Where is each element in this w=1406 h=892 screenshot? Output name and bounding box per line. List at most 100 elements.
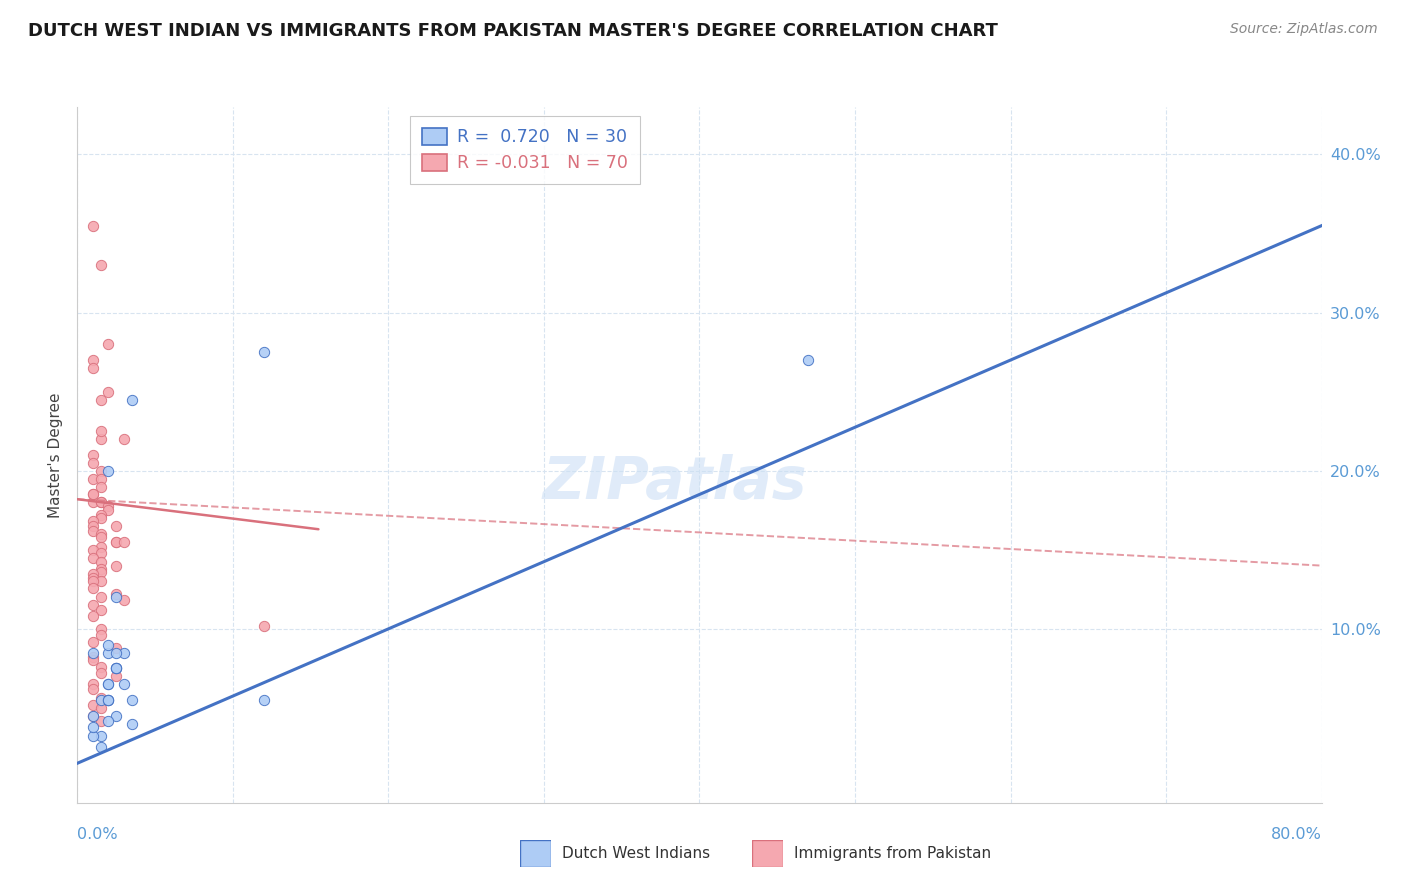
Point xyxy=(253,693,276,707)
Point xyxy=(797,353,820,368)
Point xyxy=(82,698,104,712)
Point xyxy=(121,693,143,707)
Point xyxy=(112,432,135,446)
Point xyxy=(82,653,104,667)
Point xyxy=(82,219,104,233)
Point xyxy=(90,591,112,605)
Text: 0.0%: 0.0% xyxy=(77,827,118,842)
Point xyxy=(90,472,112,486)
Point xyxy=(97,464,120,478)
Point xyxy=(90,603,112,617)
Point xyxy=(82,571,104,585)
Text: Immigrants from Pakistan: Immigrants from Pakistan xyxy=(794,847,991,861)
Point xyxy=(105,587,128,601)
Point xyxy=(90,660,112,674)
Point xyxy=(90,511,112,525)
Point xyxy=(82,514,104,528)
Point xyxy=(82,609,104,624)
Point xyxy=(90,701,112,715)
Point xyxy=(82,598,104,612)
Point xyxy=(90,495,112,509)
Point xyxy=(82,708,104,723)
Point xyxy=(82,495,104,509)
Point xyxy=(82,542,104,557)
Point xyxy=(90,714,112,728)
Point xyxy=(105,534,128,549)
Point xyxy=(121,716,143,731)
Point xyxy=(112,534,135,549)
Point xyxy=(97,499,120,513)
Point xyxy=(82,524,104,538)
Point xyxy=(97,693,120,707)
Point xyxy=(90,432,112,446)
Point xyxy=(82,720,104,734)
Point xyxy=(97,503,120,517)
Point xyxy=(82,360,104,375)
Point xyxy=(97,677,120,691)
Point xyxy=(112,677,135,691)
Text: Dutch West Indians: Dutch West Indians xyxy=(562,847,710,861)
Point xyxy=(82,487,104,501)
Point xyxy=(82,708,104,723)
Point xyxy=(253,618,276,632)
Point xyxy=(90,546,112,560)
Point xyxy=(121,392,143,407)
Text: Source: ZipAtlas.com: Source: ZipAtlas.com xyxy=(1230,22,1378,37)
Point xyxy=(97,638,120,652)
Point xyxy=(82,566,104,581)
Point xyxy=(90,258,112,272)
Point xyxy=(90,740,112,755)
Point xyxy=(82,677,104,691)
Text: DUTCH WEST INDIAN VS IMMIGRANTS FROM PAKISTAN MASTER'S DEGREE CORRELATION CHART: DUTCH WEST INDIAN VS IMMIGRANTS FROM PAK… xyxy=(28,22,998,40)
Point xyxy=(82,456,104,470)
Point xyxy=(90,424,112,438)
Point xyxy=(82,634,104,648)
Point xyxy=(82,353,104,368)
Point xyxy=(82,681,104,696)
Point xyxy=(105,661,128,675)
Point xyxy=(90,562,112,576)
Point xyxy=(90,479,112,493)
Point xyxy=(112,593,135,607)
Point xyxy=(90,622,112,636)
Point xyxy=(90,565,112,579)
Point xyxy=(90,527,112,541)
Point xyxy=(105,661,128,675)
Point xyxy=(82,448,104,462)
Point xyxy=(82,581,104,595)
Point xyxy=(105,669,128,683)
Point xyxy=(105,591,128,605)
Point xyxy=(82,646,104,660)
Text: ZIPatlas: ZIPatlas xyxy=(543,454,807,511)
Point xyxy=(105,558,128,573)
Point xyxy=(105,708,128,723)
Point xyxy=(90,556,112,570)
Point xyxy=(97,693,120,707)
Point xyxy=(105,534,128,549)
Point xyxy=(90,530,112,544)
Point xyxy=(90,495,112,509)
Y-axis label: Master's Degree: Master's Degree xyxy=(48,392,63,517)
Point xyxy=(82,574,104,589)
Point xyxy=(90,628,112,642)
Point xyxy=(90,464,112,478)
Point xyxy=(97,384,120,399)
Point xyxy=(97,693,120,707)
Point xyxy=(97,337,120,351)
Legend: R =  0.720   N = 30, R = -0.031   N = 70: R = 0.720 N = 30, R = -0.031 N = 70 xyxy=(411,116,640,185)
Point xyxy=(82,730,104,744)
Point xyxy=(90,508,112,522)
Point xyxy=(105,646,128,660)
Point xyxy=(112,646,135,660)
Point xyxy=(82,519,104,533)
Text: 80.0%: 80.0% xyxy=(1271,827,1322,842)
Point xyxy=(90,691,112,706)
Point xyxy=(253,345,276,359)
Point xyxy=(82,472,104,486)
Point xyxy=(82,487,104,501)
Point xyxy=(82,650,104,665)
Point xyxy=(90,666,112,681)
Point xyxy=(90,540,112,554)
Point xyxy=(97,677,120,691)
Point xyxy=(90,392,112,407)
